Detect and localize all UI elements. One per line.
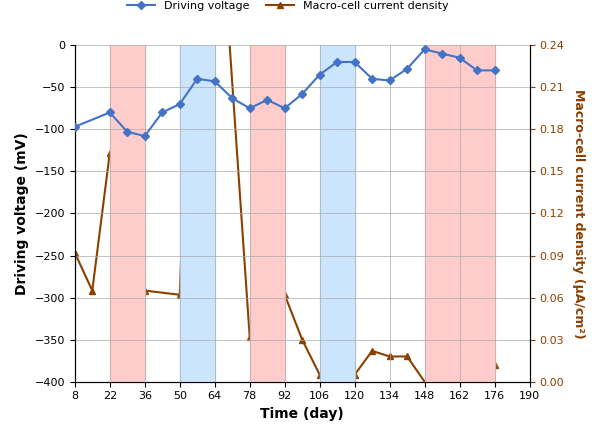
Driving voltage — [246, 106, 253, 111]
Driving voltage — [281, 106, 288, 111]
Macro-cell current density — [439, 375, 446, 380]
Macro-cell current density — [404, 354, 411, 359]
Driving voltage — [158, 110, 166, 115]
Driving voltage — [491, 68, 498, 73]
Macro-cell current density — [386, 354, 393, 359]
Bar — [425, 45, 494, 382]
Driving voltage — [368, 76, 376, 82]
Macro-cell current density — [246, 334, 253, 340]
Driving voltage — [211, 79, 218, 84]
Driving voltage — [334, 59, 341, 65]
Driving voltage — [176, 102, 184, 107]
Macro-cell current density — [141, 288, 148, 293]
Macro-cell current density — [421, 379, 428, 385]
Macro-cell current density — [176, 292, 184, 297]
Y-axis label: Driving voltage (mV): Driving voltage (mV) — [15, 132, 29, 295]
Macro-cell current density — [89, 288, 96, 293]
Driving voltage — [351, 59, 358, 65]
Macro-cell current density — [456, 379, 463, 385]
Driving voltage — [263, 97, 271, 102]
Driving voltage — [71, 124, 79, 129]
Driving voltage — [124, 129, 131, 134]
Driving voltage — [421, 47, 428, 52]
Driving voltage — [106, 110, 113, 115]
Driving voltage — [404, 66, 411, 72]
Macro-cell current density — [334, 372, 341, 377]
Bar — [250, 45, 284, 382]
Driving voltage — [473, 68, 481, 73]
Driving voltage — [299, 92, 306, 97]
Macro-cell current density — [491, 362, 498, 368]
Macro-cell current density — [351, 372, 358, 377]
Driving voltage — [229, 95, 236, 101]
Macro-cell current density — [368, 348, 376, 354]
Driving voltage — [386, 78, 393, 83]
Macro-cell current density — [281, 292, 288, 297]
Bar — [110, 45, 145, 382]
Driving voltage — [456, 55, 463, 61]
Line: Driving voltage: Driving voltage — [72, 47, 497, 139]
Macro-cell current density — [124, 186, 131, 191]
Macro-cell current density — [71, 250, 79, 255]
Macro-cell current density — [473, 354, 481, 359]
X-axis label: Time (day): Time (day) — [260, 407, 344, 421]
Driving voltage — [439, 51, 446, 56]
Macro-cell current density — [263, 253, 271, 258]
Macro-cell current density — [316, 372, 323, 377]
Line: Macro-cell current density: Macro-cell current density — [71, 0, 498, 385]
Driving voltage — [141, 133, 148, 139]
Driving voltage — [194, 76, 201, 82]
Macro-cell current density — [106, 150, 113, 156]
Bar — [180, 45, 215, 382]
Driving voltage — [316, 72, 323, 77]
Legend: Driving voltage, Macro-cell current density: Driving voltage, Macro-cell current dens… — [123, 0, 453, 16]
Y-axis label: Macro-cell current density (μA/cm²): Macro-cell current density (μA/cm²) — [572, 89, 585, 338]
Bar — [320, 45, 355, 382]
Macro-cell current density — [299, 337, 306, 342]
